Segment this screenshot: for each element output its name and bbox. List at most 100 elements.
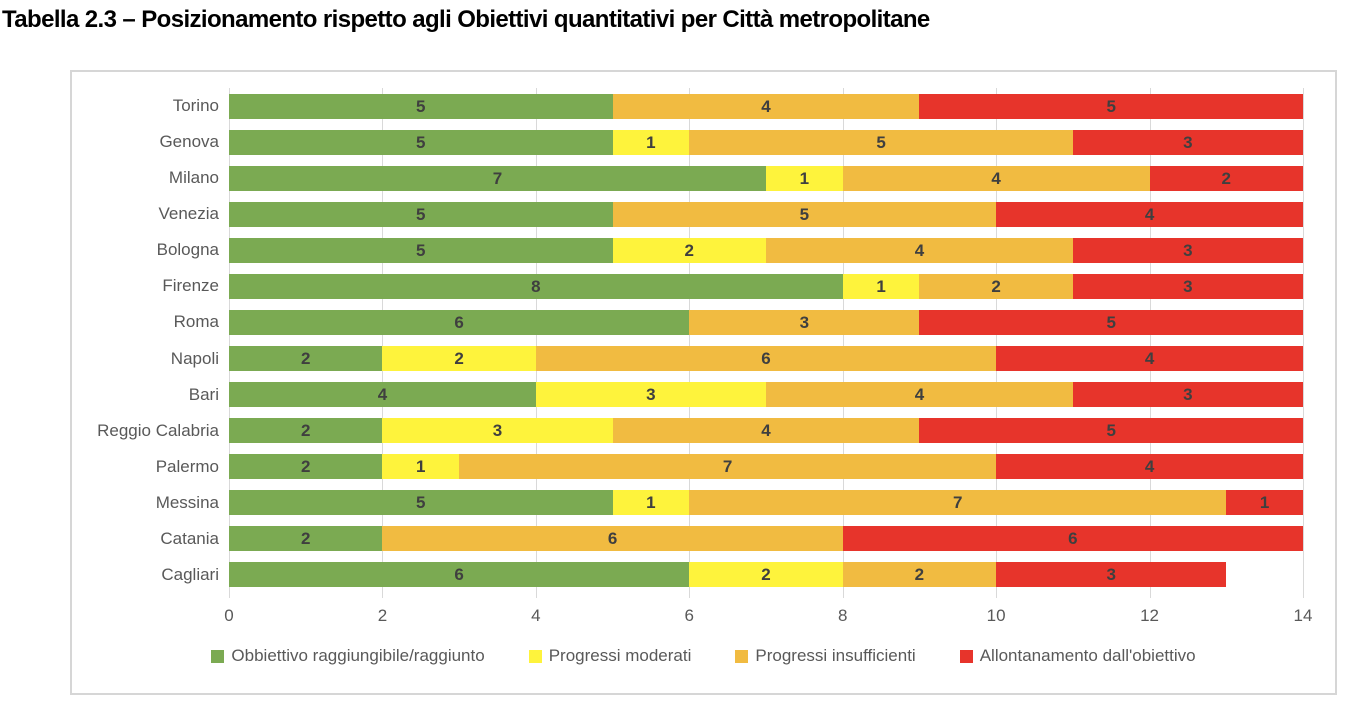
gridline [535,88,537,598]
bar-segment: 5 [229,129,613,155]
bar-segment: 4 [842,165,1150,191]
bar-row: 7 1 4 2 [229,165,1303,191]
bar-segment: 6 [229,562,690,588]
bar-row: 4 3 4 3 [229,382,1303,408]
figure-title: Tabella 2.3 – Posizionamento rispetto ag… [2,6,930,33]
bar-segment: 1 [842,273,920,299]
gridline [1303,88,1304,598]
bar-segment: 6 [535,346,997,372]
category-label: Torino [172,96,219,116]
bar-segment-label: 5 [876,132,886,152]
category-label: Genova [159,132,219,152]
category-label: Cagliari [161,564,219,584]
category-label: Catania [160,528,219,548]
bar-segment: 3 [535,382,766,408]
bar-segment-label: 7 [953,493,963,513]
bar-segment-label: 7 [492,168,503,188]
legend-label: Progressi insufficienti [755,646,916,665]
bar-segment: 3 [1072,237,1303,263]
bar-segment-label: 2 [300,529,311,549]
bar-segment: 4 [766,382,1073,408]
bar-segment-label: 6 [454,312,464,332]
bar-segment: 4 [996,201,1303,227]
bar-segment: 5 [229,490,613,516]
bar-segment: 5 [229,237,613,263]
bar-segment-label: 2 [991,276,1001,296]
bar-segment-label: 4 [991,168,1001,188]
bar-segment: 1 [612,129,690,155]
bar-segment-label: 1 [876,276,886,296]
bar-segment: 5 [229,201,613,227]
bar-segment-label: 2 [300,349,311,369]
bar-segment-label: 6 [761,349,771,369]
legend-item: Progressi moderati [528,646,691,666]
bar-segment: 6 [229,309,690,335]
bar-segment-label: 6 [607,529,618,549]
bar-segment-label: 4 [914,240,925,260]
x-tick-label: 14 [1293,606,1313,625]
bar-segment-label: 1 [646,132,656,152]
bar-segment-label: 6 [1068,529,1078,549]
legend-item: Allontanamento dall'obiettivo [959,646,1196,666]
bar-segment: 1 [1226,490,1303,516]
bar-segment: 5 [919,418,1303,444]
bar-segment: 1 [612,490,690,516]
category-label: Bologna [156,240,219,260]
bar-row: 5 1 7 1 [229,490,1303,516]
bar-row: 8 1 2 3 [229,273,1303,299]
bar-row: 2 3 4 5 [229,418,1303,444]
legend-swatch-icon [959,649,973,663]
bar-segment: 7 [229,165,766,191]
bar-segment: 2 [842,562,997,588]
bar-row: 2 6 6 [229,526,1303,552]
bar-segment: 7 [689,490,1227,516]
bar-segment: 5 [919,93,1303,119]
bar-segment-label: 1 [416,457,426,477]
bar-segment-label: 1 [1259,493,1270,513]
category-label: Firenze [162,276,219,296]
bar-segment: 6 [382,526,843,552]
bar-segment-label: 5 [416,493,426,513]
legend-label: Obbiettivo raggiungibile/raggiunto [231,646,485,665]
legend-swatch-icon [211,649,225,663]
bar-segment: 2 [919,273,1073,299]
bar-segment: 3 [1072,382,1303,408]
bar-segment-label: 2 [1221,168,1231,188]
bar-segment-label: 4 [377,385,388,405]
bar-segment: 2 [229,526,383,552]
bar-segment-label: 5 [416,96,426,116]
x-tick-label: 10 [986,606,1006,625]
bar-segment-label: 4 [1144,457,1155,477]
bar-segment-label: 5 [799,204,810,224]
bar-segment: 5 [689,129,1073,155]
bar-segment-label: 5 [416,240,426,260]
bar-segment-label: 1 [646,493,656,513]
bar-segment: 4 [612,93,920,119]
bar-segment-label: 2 [914,565,925,585]
category-label: Venezia [158,204,220,224]
bar-segment-label: 3 [492,421,503,441]
bar-segment-label: 4 [761,96,771,116]
bar-segment: 2 [229,454,383,480]
bar-segment: 3 [382,418,613,444]
bar-segment: 2 [612,237,766,263]
category-label: Milano [168,168,219,188]
bar-segment: 4 [996,454,1303,480]
legend-item: Progressi insufficienti [735,646,916,666]
legend-swatch-icon [735,649,749,663]
bar-segment: 2 [1149,165,1303,191]
bar-segment: 1 [382,454,460,480]
x-tick-label: 0 [224,606,234,625]
bar-segment-label: 5 [1106,312,1116,332]
bar-segment: 2 [229,418,383,444]
bar-segment: 4 [612,418,920,444]
x-tick-label: 4 [531,606,541,625]
bar-segment: 5 [229,93,613,119]
bar-segment-label: 2 [300,457,311,477]
x-tick-label: 12 [1140,606,1160,625]
bar-segment-label: 5 [416,204,426,224]
gridline [382,88,384,598]
bar-segment: 2 [689,562,843,588]
